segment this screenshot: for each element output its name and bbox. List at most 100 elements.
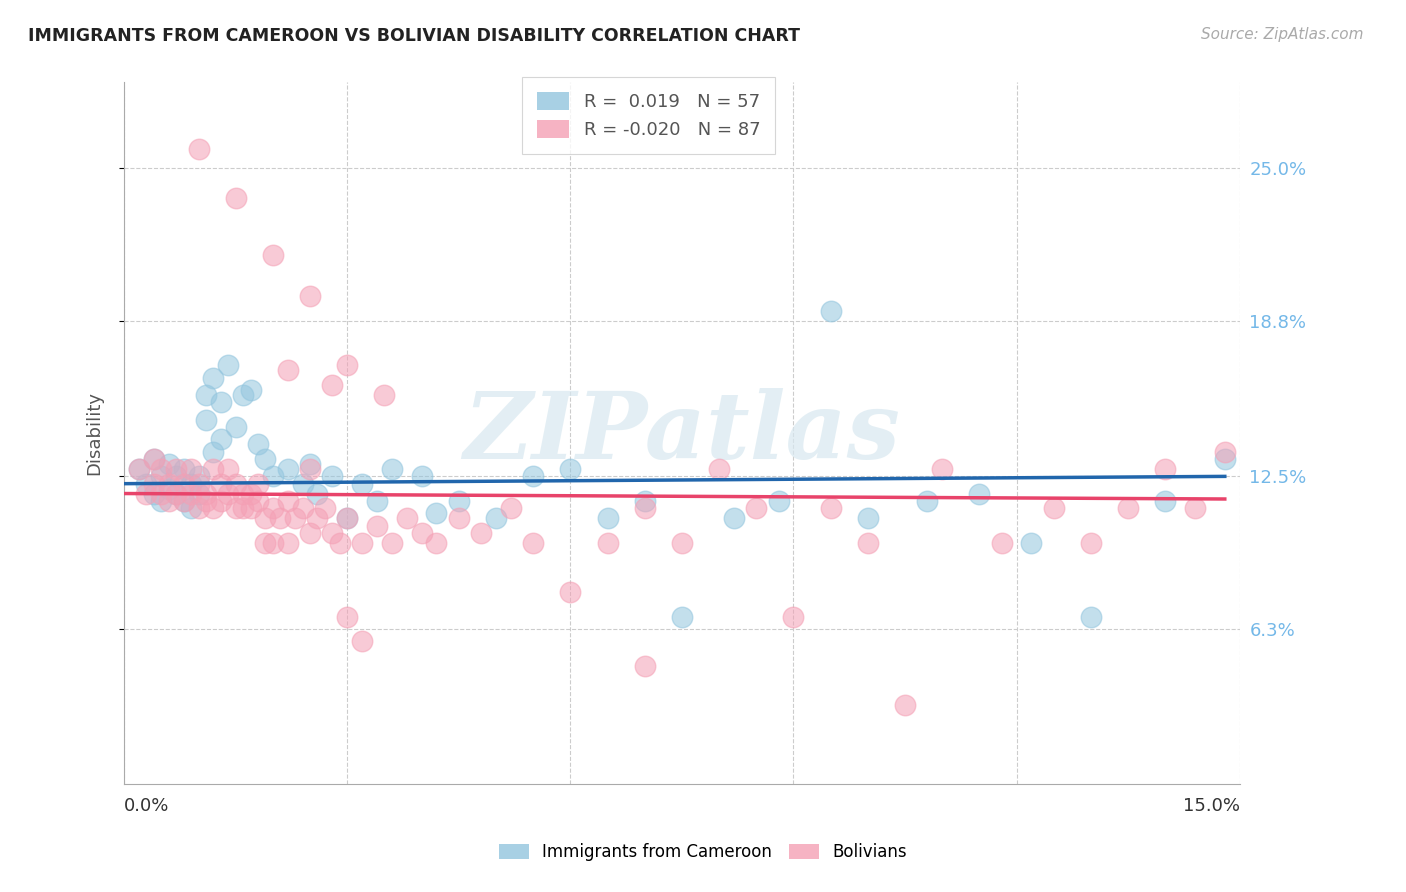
Point	[232, 388, 254, 402]
Point	[202, 462, 225, 476]
Point	[671, 536, 693, 550]
Text: ZIPatlas: ZIPatlas	[464, 388, 900, 478]
Point	[246, 494, 269, 508]
Point	[352, 536, 374, 550]
Point	[1154, 494, 1177, 508]
Point	[277, 363, 299, 377]
Point	[128, 462, 150, 476]
Point	[284, 511, 307, 525]
Point	[225, 420, 247, 434]
Point	[856, 511, 879, 525]
Point	[239, 486, 262, 500]
Point	[254, 452, 277, 467]
Point	[411, 469, 433, 483]
Point	[150, 462, 173, 476]
Point	[1042, 501, 1064, 516]
Point	[1184, 501, 1206, 516]
Point	[180, 462, 202, 476]
Point	[447, 494, 470, 508]
Point	[209, 476, 232, 491]
Point	[931, 462, 953, 476]
Point	[202, 444, 225, 458]
Point	[217, 462, 239, 476]
Point	[336, 359, 359, 373]
Point	[634, 659, 657, 673]
Point	[262, 247, 284, 261]
Point	[1080, 536, 1102, 550]
Point	[425, 506, 447, 520]
Point	[246, 437, 269, 451]
Text: Source: ZipAtlas.com: Source: ZipAtlas.com	[1201, 27, 1364, 42]
Point	[202, 501, 225, 516]
Point	[299, 525, 322, 540]
Text: 0.0%: 0.0%	[124, 797, 170, 814]
Point	[225, 501, 247, 516]
Point	[307, 486, 329, 500]
Point	[560, 585, 582, 599]
Point	[291, 476, 314, 491]
Point	[336, 609, 359, 624]
Point	[299, 462, 322, 476]
Point	[1213, 444, 1236, 458]
Point	[157, 482, 180, 496]
Point	[277, 536, 299, 550]
Point	[232, 501, 254, 516]
Point	[745, 501, 768, 516]
Point	[262, 469, 284, 483]
Point	[209, 494, 232, 508]
Text: IMMIGRANTS FROM CAMEROON VS BOLIVIAN DISABILITY CORRELATION CHART: IMMIGRANTS FROM CAMEROON VS BOLIVIAN DIS…	[28, 27, 800, 45]
Point	[187, 142, 209, 156]
Point	[1154, 462, 1177, 476]
Point	[269, 511, 291, 525]
Point	[173, 494, 195, 508]
Point	[277, 462, 299, 476]
Point	[254, 511, 277, 525]
Point	[299, 457, 322, 471]
Point	[1116, 501, 1139, 516]
Point	[336, 511, 359, 525]
Point	[173, 476, 195, 491]
Point	[671, 609, 693, 624]
Point	[246, 476, 269, 491]
Legend: Immigrants from Cameroon, Bolivians: Immigrants from Cameroon, Bolivians	[485, 830, 921, 875]
Point	[194, 486, 217, 500]
Point	[209, 433, 232, 447]
Point	[321, 469, 343, 483]
Point	[239, 383, 262, 397]
Point	[470, 525, 492, 540]
Point	[917, 494, 939, 508]
Point	[262, 501, 284, 516]
Point	[150, 469, 173, 483]
Point	[157, 476, 180, 491]
Point	[209, 395, 232, 409]
Point	[596, 536, 619, 550]
Point	[820, 304, 842, 318]
Point	[820, 501, 842, 516]
Point	[135, 476, 157, 491]
Point	[277, 494, 299, 508]
Point	[485, 511, 508, 525]
Point	[381, 462, 404, 476]
Point	[142, 452, 165, 467]
Point	[425, 536, 447, 550]
Point	[299, 289, 322, 303]
Point	[135, 486, 157, 500]
Point	[180, 486, 202, 500]
Point	[150, 486, 173, 500]
Point	[634, 494, 657, 508]
Point	[187, 469, 209, 483]
Point	[723, 511, 745, 525]
Point	[969, 486, 991, 500]
Point	[373, 388, 395, 402]
Point	[522, 536, 544, 550]
Point	[225, 191, 247, 205]
Point	[321, 378, 343, 392]
Point	[150, 494, 173, 508]
Point	[634, 501, 657, 516]
Point	[232, 486, 254, 500]
Point	[307, 511, 329, 525]
Point	[142, 486, 165, 500]
Point	[173, 494, 195, 508]
Point	[157, 457, 180, 471]
Point	[165, 486, 187, 500]
